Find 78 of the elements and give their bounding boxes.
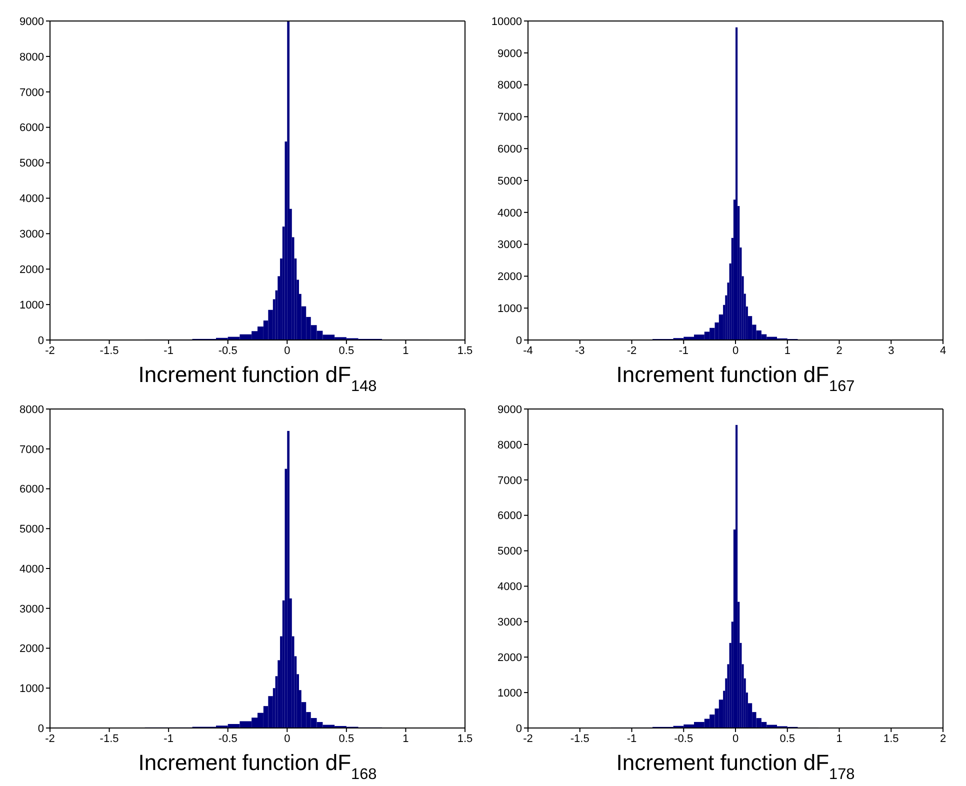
y-tick-label: 3000 <box>498 239 522 252</box>
y-tick-label: 6000 <box>498 144 522 156</box>
y-tick-label: 6000 <box>498 510 522 522</box>
y-tick-label: 7000 <box>20 444 44 456</box>
x-tick-label: 1.5 <box>457 344 473 357</box>
y-tick-label: 6000 <box>20 122 44 134</box>
x-tick-label: 1.5 <box>883 732 899 745</box>
x-tick-label: -2 <box>45 344 55 357</box>
x-tick-label: -3 <box>574 344 585 357</box>
x-tick-label: -1.5 <box>100 344 119 357</box>
x-tick-label: 1 <box>836 732 842 745</box>
y-tick-label: 1000 <box>498 687 522 700</box>
y-tick-label: 7000 <box>498 112 522 124</box>
y-tick-label: 4000 <box>20 563 44 576</box>
y-tick-label: 2000 <box>20 643 44 656</box>
y-tick-label: 0 <box>38 722 44 735</box>
y-tick-label: 0 <box>516 334 522 347</box>
x-tick-label: 0.5 <box>780 732 796 745</box>
y-tick-label: 4000 <box>20 193 44 206</box>
y-tick-label: 2000 <box>498 271 522 284</box>
x-axis-title: Increment function dF$_{168}$ <box>138 750 377 782</box>
y-tick-label: 0 <box>38 334 44 347</box>
x-axis-title: Increment function dF$_{178}$ <box>616 750 855 782</box>
y-tick-label: 8000 <box>498 80 522 92</box>
y-tick-label: 8000 <box>20 404 44 416</box>
x-tick-label: -1.5 <box>100 732 119 745</box>
y-tick-label: 6000 <box>20 484 44 496</box>
x-tick-label: -1 <box>678 344 689 357</box>
y-tick-label: 0 <box>516 722 522 735</box>
y-tick-label: 2000 <box>20 264 44 276</box>
x-axis-title: Increment function dF$_{148}$ <box>138 362 377 394</box>
y-tick-label: 1000 <box>498 303 522 316</box>
x-tick-label: 0 <box>284 344 290 357</box>
x-axis-title: Increment function dF$_{167}$ <box>616 362 855 394</box>
y-tick-label: 5000 <box>20 158 44 170</box>
x-tick-label: -2 <box>523 732 533 745</box>
x-tick-label: -1 <box>164 344 174 357</box>
x-tick-label: 1 <box>784 344 790 357</box>
y-tick-label: 8000 <box>498 439 522 452</box>
y-tick-label: 9000 <box>20 16 44 28</box>
y-tick-label: 5000 <box>20 524 44 536</box>
y-tick-label: 8000 <box>20 51 44 64</box>
x-tick-label: -1.5 <box>570 732 590 745</box>
y-tick-label: 4000 <box>498 207 522 220</box>
x-tick-label: 2 <box>940 732 946 745</box>
y-tick-label: 9000 <box>498 48 522 60</box>
y-tick-label: 1000 <box>20 299 44 312</box>
x-tick-label: -0.5 <box>218 732 238 745</box>
y-tick-label: 1000 <box>20 683 44 696</box>
x-tick-label: 0 <box>732 732 739 745</box>
y-tick-label: 7000 <box>498 474 522 487</box>
x-tick-label: -1 <box>626 732 637 745</box>
y-tick-label: 5000 <box>498 546 522 558</box>
x-tick-label: 4 <box>940 344 946 357</box>
x-tick-label: 0.5 <box>338 344 354 357</box>
x-tick-label: 2 <box>836 344 842 357</box>
x-tick-label: 0 <box>284 732 290 745</box>
y-tick-label: 10000 <box>491 16 522 28</box>
x-tick-label: 3 <box>888 344 894 357</box>
x-tick-label: 1 <box>402 344 409 357</box>
y-tick-label: 2000 <box>498 652 522 664</box>
x-tick-label: -0.5 <box>674 732 694 745</box>
y-tick-label: 5000 <box>498 175 522 188</box>
y-tick-label: 9000 <box>498 404 522 416</box>
x-tick-label: 0 <box>732 344 739 357</box>
x-tick-label: -4 <box>523 344 533 357</box>
y-tick-label: 3000 <box>20 228 44 241</box>
x-tick-label: -0.5 <box>218 344 238 357</box>
y-tick-label: 3000 <box>20 603 44 616</box>
x-tick-label: -2 <box>45 732 55 745</box>
y-tick-label: 7000 <box>20 86 44 99</box>
x-tick-label: -1 <box>164 732 174 745</box>
y-tick-label: 3000 <box>498 616 522 629</box>
x-tick-label: 0.5 <box>338 732 354 745</box>
x-tick-label: 1 <box>402 732 409 745</box>
y-tick-label: 4000 <box>498 581 522 594</box>
x-tick-label: -2 <box>626 344 637 357</box>
x-tick-label: 1.5 <box>457 732 473 745</box>
